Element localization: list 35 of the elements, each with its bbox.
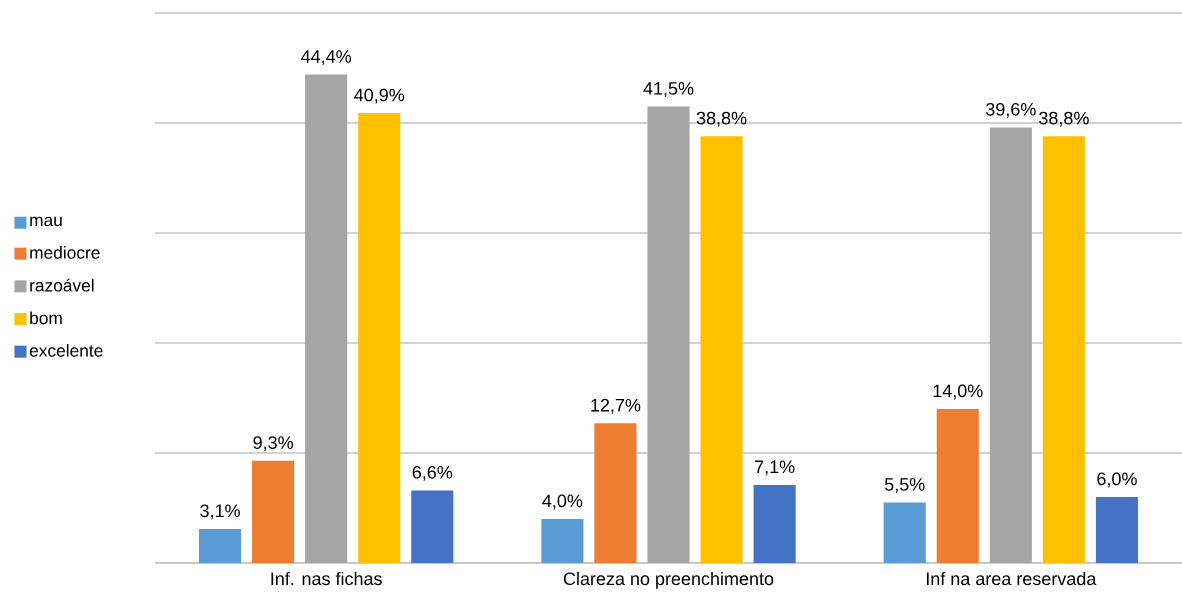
x-tick-label: Inf. nas fichas [271, 571, 382, 586]
bar [594, 423, 637, 563]
bar [753, 484, 796, 563]
data-label: 39,6% [986, 102, 1036, 118]
data-label: 3,1% [200, 504, 240, 520]
x-tick-label: Clareza no preenchimento [563, 571, 774, 589]
data-label: 38,8% [1039, 111, 1089, 127]
data-label: 5,5% [884, 478, 925, 493]
data-label: 6,0% [1097, 472, 1137, 488]
bar [411, 490, 454, 563]
x-tick-label: Inf na area reservada [926, 571, 1097, 586]
bar [199, 528, 242, 563]
data-label: 40,9% [354, 88, 405, 104]
bar [358, 113, 401, 563]
bar [252, 460, 295, 563]
bar [700, 136, 743, 563]
data-label: 12,7% [591, 398, 641, 414]
data-label: 9,3% [253, 436, 293, 452]
bar [541, 518, 584, 563]
data-label: 6,6% [412, 465, 453, 481]
bar [883, 502, 926, 563]
legend-label: bom [30, 311, 62, 325]
legend-label: mediocre [30, 246, 100, 259]
data-label: 4,0% [542, 494, 583, 510]
legend-label: razoável [30, 278, 94, 292]
data-label: 44,4% [301, 50, 352, 65]
data-label: 14,0% [933, 384, 983, 400]
bar [936, 408, 979, 563]
legend-label: mau [30, 216, 62, 227]
bar [1042, 136, 1085, 563]
data-label: 38,8% [696, 111, 747, 127]
legend-label: excelente [29, 344, 103, 357]
data-label: 7,1% [755, 460, 795, 476]
data-label: 41,5% [643, 82, 694, 97]
bar [1095, 496, 1138, 563]
